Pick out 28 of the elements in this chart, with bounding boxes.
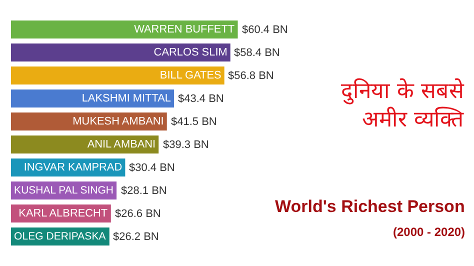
data-label: $39.3 BN	[163, 139, 209, 151]
text: (2000 - 2020)	[393, 225, 466, 239]
bar	[11, 136, 159, 154]
y-tick-label: ANIL AMBANI	[87, 138, 156, 150]
data-label: $26.2 BN	[113, 231, 159, 243]
text: World's Richest Person	[275, 197, 465, 216]
y-tick-label: CARLOS SLIM	[154, 46, 228, 58]
bar	[11, 20, 238, 38]
data-label: $58.4 BN	[234, 47, 280, 59]
data-label: $30.4 BN	[129, 162, 175, 174]
data-label: $26.6 BN	[115, 208, 161, 220]
bar	[11, 90, 174, 108]
data-label: $56.8 BN	[228, 70, 274, 82]
bar	[11, 66, 224, 84]
y-tick-label: BILL GATES	[160, 69, 222, 82]
data-label: $60.4 BN	[242, 24, 288, 36]
y-tick-label: LAKSHMI MITTAL	[82, 92, 171, 104]
y-tick-label: KUSHAL PAL SINGH	[14, 184, 114, 196]
bar	[11, 44, 230, 62]
y-tick-label: OLEG DERIPASKA	[14, 230, 106, 242]
y-tick-label: INGVAR KAMPRAD	[24, 161, 122, 174]
y-tick-label: KARL ALBRECHT	[18, 207, 108, 220]
data-label: $28.1 BN	[121, 185, 167, 197]
y-tick-label: MUKESH AMBANI	[72, 115, 164, 128]
text: दुनिया के सबसे अमीर व्यक्ति	[341, 78, 465, 133]
data-label: $43.4 BN	[178, 93, 224, 105]
y-tick-label: WARREN BUFFETT	[134, 23, 235, 36]
data-label: $41.5 BN	[171, 116, 217, 128]
